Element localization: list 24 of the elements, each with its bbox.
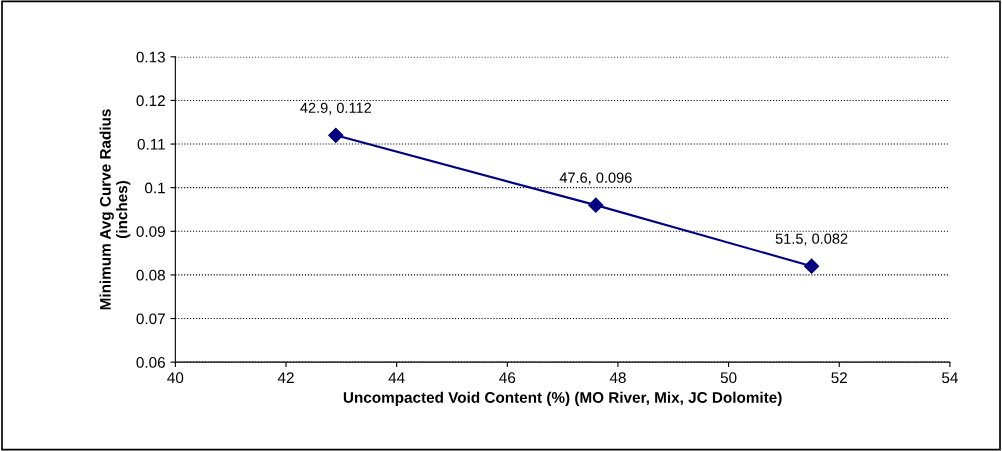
- y-axis-title: Minimum Avg Curve Radius (inches): [99, 109, 131, 310]
- x-tick-label: 54: [942, 372, 958, 384]
- x-tick-label: 46: [499, 372, 516, 384]
- x-tick-label: 52: [831, 372, 847, 384]
- x-axis-title: Uncompacted Void Content (%) (MO River, Mix, JC Dolomite): [343, 391, 782, 406]
- y-tick-label: 0.12: [136, 95, 165, 107]
- data-label: 42.9, 0.112: [300, 102, 372, 115]
- x-tick-label: 50: [720, 372, 737, 384]
- data-label: 51.5, 0.082: [775, 233, 848, 246]
- x-tick-label: 42: [277, 372, 294, 383]
- point: [804, 258, 820, 274]
- y-tick-label: 0.11: [137, 138, 165, 150]
- y-tick-label: 0.08: [136, 269, 165, 281]
- data-label: 47.6, 0.096: [559, 172, 632, 185]
- point: [588, 197, 604, 213]
- y-tick-label: 0.13: [136, 51, 165, 63]
- y-tick-label: 0.07: [136, 313, 165, 325]
- x-tick-label: 44: [388, 372, 405, 383]
- y-tick-label: 0.1: [144, 182, 165, 194]
- y-tick-label: 0.06: [136, 357, 165, 368]
- point: [328, 127, 344, 143]
- x-tick-label: 48: [609, 372, 626, 384]
- y-tick-label: 0.09: [136, 226, 165, 237]
- x-tick-label: 40: [167, 372, 184, 384]
